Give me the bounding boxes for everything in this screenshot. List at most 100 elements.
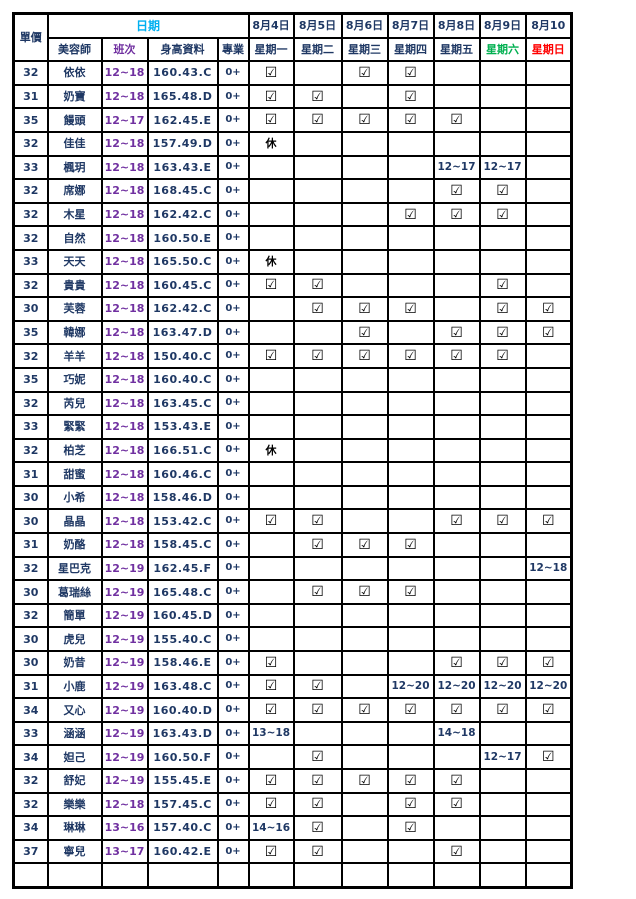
schedule-cell [432,862,481,889]
checked-cell: ☑ [247,272,295,299]
checked-cell: ☑ [386,791,435,818]
table-row: 30 芙蓉 12~18 162.42.C 0+ ☑ ☑ ☑ ☑ ☑ [12,296,573,322]
price-cell: 30 [12,579,49,605]
checked-cell: ☑ [247,673,295,700]
checked-cell: ☑ [478,178,527,204]
height-cell: 160.43.C [146,60,219,86]
schedule-cell [386,484,435,511]
height-cell: 160.40.D [146,697,219,723]
checked-cell: ☑ [247,650,295,676]
checked-cell: ☑ [432,838,481,865]
height-cell: 168.45.C [146,178,219,204]
schedule-cell [340,201,389,228]
schedule-cell [478,815,527,841]
table-row: 32 羊羊 12~18 150.40.C 0+ ☑ ☑ ☑ ☑ ☑ ☑ [12,343,573,369]
table-row: 33 緊緊 12~18 153.43.E 0+ [12,414,573,440]
shift-cell: 12~18 [100,248,149,275]
schedule-cell [340,720,389,747]
schedule-cell [478,107,527,133]
time-range-cell: 12~20 [524,673,573,700]
table-row: 31 小鹿 12~19 163.48.C 0+ ☑ ☑ 12~20 12~20 12~20 12~2… [12,673,573,700]
time-range-cell: 14~16 [247,815,295,841]
price-cell: 30 [12,484,49,511]
price-cell: 32 [12,225,49,251]
schedule-cell [524,532,573,558]
schedule-cell [478,720,527,747]
price-cell: 31 [12,673,49,700]
checked-cell: ☑ [292,508,343,535]
schedule-cell [292,319,343,346]
shift-cell: 12~18 [100,791,149,818]
schedule-cell [292,366,343,393]
time-range-cell: 12~18 [524,555,573,582]
schedule-cell [247,319,295,346]
schedule-cell [247,862,295,889]
schedule-cell [340,626,389,653]
name-cell: 柏芝 [46,437,103,464]
checked-cell: ☑ [292,272,343,299]
price-cell: 32 [12,791,49,818]
height-cell: 162.45.F [146,555,219,582]
schedule-cell [292,414,343,440]
date-header-wed: 8月6日 [340,12,389,39]
height-cell: 153.42.C [146,508,219,535]
day-header-tuesday: 星期二 [292,36,343,63]
schedule-cell [340,225,389,251]
name-cell: 依依 [46,60,103,86]
height-cell: 153.43.E [146,414,219,440]
date-header-sun: 8月10 [524,12,573,39]
schedule-cell [340,366,389,393]
name-cell: 席娜 [46,178,103,204]
pro-cell: 0+ [216,484,250,511]
pro-cell: 0+ [216,366,250,393]
day-header-sunday: 星期日 [524,36,573,63]
schedule-cell [524,107,573,133]
checked-cell: ☑ [247,107,295,133]
pro-cell: 0+ [216,201,250,228]
table-row: 30 奶昔 12~19 158.46.E 0+ ☑ ☑ ☑ ☑ [12,650,573,676]
pro-cell: 0+ [216,296,250,322]
table-row: 37 寧兒 13~17 160.42.E 0+ ☑ ☑ ☑ [12,838,573,865]
pro-cell: 0+ [216,697,250,723]
name-cell: 又心 [46,697,103,723]
checked-cell: ☑ [478,508,527,535]
pro-cell: 0+ [216,130,250,157]
schedule-cell [524,579,573,605]
name-cell: 舒妃 [46,768,103,794]
schedule-table: 單價 日期 8月4日 8月5日 8月6日 8月7日 8月8日 8月9日 8月10… [12,12,574,889]
checked-cell: ☑ [292,579,343,605]
schedule-cell [247,532,295,558]
name-cell: 晶晶 [46,508,103,535]
schedule-cell [432,248,481,275]
pro-cell: 0+ [216,343,250,369]
shift-cell: 12~18 [100,319,149,346]
schedule-cell [340,390,389,417]
schedule-sheet: 單價 日期 8月4日 8月5日 8月6日 8月7日 8月8日 8月9日 8月10… [12,12,574,889]
shift-cell: 12~18 [100,532,149,558]
checked-cell: ☑ [247,508,295,535]
pro-cell: 0+ [216,225,250,251]
schedule-cell [432,130,481,157]
schedule-rows: 32 依依 12~18 160.43.C 0+ ☑ ☑ ☑ 31 奶寶 12~18 165.48.D 0… [12,60,573,889]
name-cell: 虎兒 [46,626,103,653]
table-row: 35 巧妮 12~18 160.40.C 0+ [12,366,573,393]
schedule-cell [340,437,389,464]
price-cell [12,862,49,889]
pro-cell: 0+ [216,791,250,818]
checked-cell: ☑ [292,815,343,841]
price-cell: 32 [12,130,49,157]
pro-cell: 0+ [216,838,250,865]
schedule-cell [340,272,389,299]
checked-cell: ☑ [524,650,573,676]
shift-cell: 12~17 [100,107,149,133]
name-cell: 奶寶 [46,83,103,110]
pro-cell: 0+ [216,815,250,841]
schedule-cell [524,720,573,747]
schedule-cell [524,484,573,511]
checked-cell: ☑ [292,532,343,558]
checked-cell: ☑ [247,838,295,865]
height-cell: 160.50.F [146,744,219,770]
table-row: 32 芮兒 12~18 163.45.C 0+ [12,390,573,417]
schedule-cell [478,225,527,251]
checked-cell: ☑ [292,673,343,700]
